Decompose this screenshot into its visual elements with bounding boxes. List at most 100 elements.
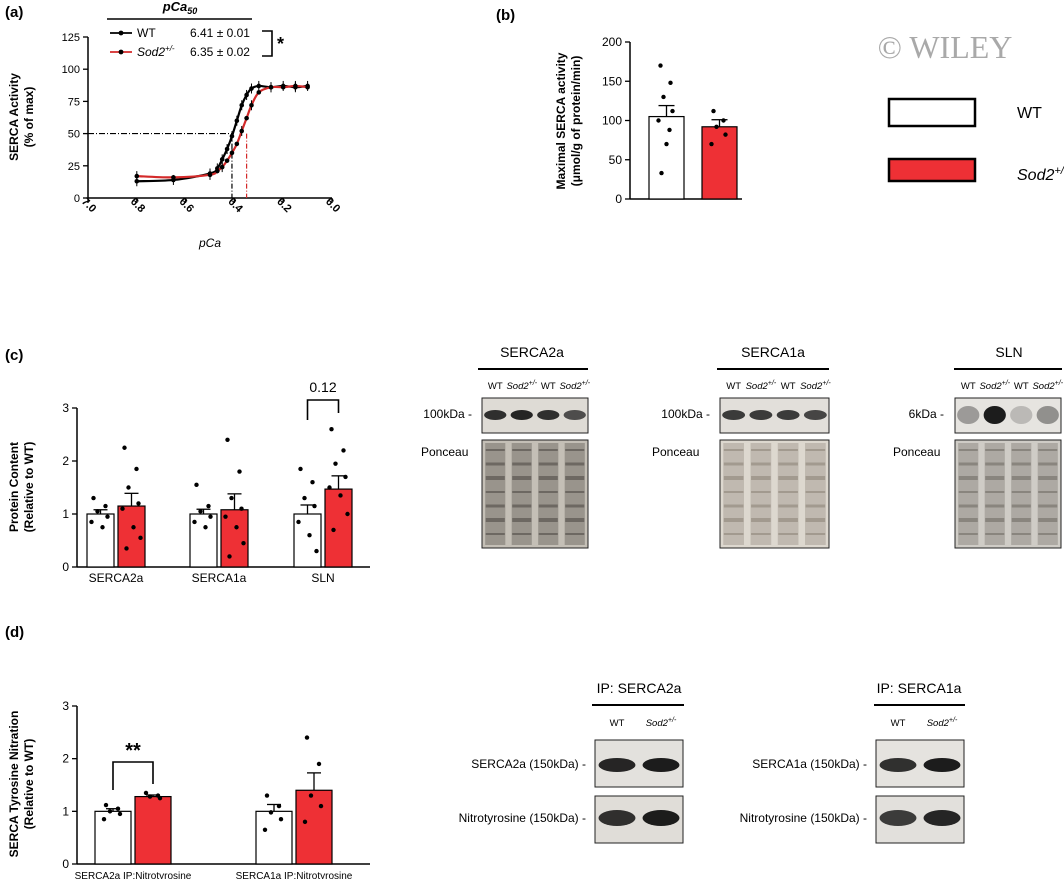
blot-ip-serca2a-bands: [598, 758, 680, 826]
blot-serca1a: SERCA1a WT Sod2+/- WT Sod2+/- 100kDa - Ponc…: [652, 344, 831, 549]
blot-ip-serca1a-bands: [879, 758, 961, 826]
d-data-point: [147, 794, 153, 799]
panel-a: SERCA Activity (% of max) pCa50 WT 6.41 …: [7, 0, 342, 250]
c-data-point: [227, 554, 232, 559]
c-data-point: [192, 519, 197, 525]
blot-band: [1010, 406, 1033, 424]
ponceau-lane: [958, 443, 979, 545]
blot-ip-serca2a-row1: SERCA2a (150kDa) -: [471, 757, 586, 771]
blot-serca1a-ponceau-lanes: [723, 443, 826, 545]
blot-serca1a-marker: 100kDa -: [661, 407, 710, 421]
blot-ip-serca1a-lanes: WT Sod2+/-: [891, 717, 958, 729]
pca50-header: pCa50: [162, 0, 198, 16]
lane-label: WT: [1014, 381, 1029, 392]
ponceau-lane: [1037, 443, 1058, 545]
d-data-point: [302, 819, 308, 825]
blot-band: [484, 410, 507, 420]
blot-band: [1036, 406, 1059, 424]
blot-serca2a-ponceau-lanes: [485, 443, 585, 545]
a-series-wt-point: [256, 83, 262, 89]
c-data-point: [331, 527, 336, 533]
c-data-point: [298, 466, 303, 472]
panel-b-y-label-line2: (μmol/g of protein/min): [569, 56, 583, 187]
lane-label: Sod2+/-: [646, 717, 677, 729]
blot-serca2a-lanes: WT Sod2+/- WT Sod2+/-: [488, 380, 591, 392]
blot-serca1a-title: SERCA1a: [741, 344, 805, 360]
legend-b-wt-label: WT: [1017, 105, 1042, 122]
b-data-point: [658, 63, 663, 68]
blot-ip-serca1a-row1: SERCA1a (150kDa) -: [752, 757, 867, 771]
a-x-axis-label: pCa: [198, 236, 221, 250]
a-y-tick-label: 75: [68, 96, 80, 108]
blot-sln-ponceau: [954, 439, 1062, 549]
panel-b-plot: 0 50 100 150 200: [602, 35, 742, 206]
c-data-point: [100, 525, 105, 530]
panel-b-label: (b): [496, 7, 515, 24]
d-bar-wt: [255, 810, 293, 865]
d-data-point: [276, 803, 282, 809]
d-data-point: [308, 793, 314, 798]
c-data-point: [329, 427, 334, 432]
c-data-point: [234, 525, 239, 530]
c-category-label: SERCA1a: [192, 571, 247, 585]
blot-band: [879, 810, 917, 826]
d-bar-sod2: [134, 795, 172, 865]
panel-d-plot: 0 1 2 3 SERCA2a IP:Nitrotyrosine SERCA1a IP:N…: [62, 699, 370, 882]
lane-label: Sod2+/-: [506, 380, 537, 392]
panel-c-y-label-line2: (Relative to WT): [22, 442, 36, 533]
lane-label: Sod2+/-: [800, 380, 831, 392]
blot-serca1a-bands: [722, 410, 827, 420]
c-data-point: [203, 525, 208, 530]
a-x-tick-label: 6.4: [225, 196, 245, 216]
panel-d: SERCA Tyrosine Nitration (Relative to WT…: [7, 699, 370, 882]
b-data-point: [721, 118, 726, 123]
a-series-sod2-point: [244, 115, 249, 121]
legend-b-sod2-label: Sod2+/-: [1017, 165, 1064, 184]
a-series-sod2-point: [134, 173, 140, 179]
blot-band: [598, 810, 636, 826]
c-data-point: [241, 540, 246, 546]
c-category-label: SLN: [311, 571, 334, 585]
pca50-sig-bracket: [262, 30, 273, 57]
c-y-tick-label: 1: [62, 507, 69, 521]
b-data-point: [709, 141, 714, 147]
c-data-point: [327, 485, 332, 490]
d-data-point: [278, 817, 284, 822]
c-data-point: [122, 445, 127, 450]
a-series-sod2-point: [280, 84, 286, 90]
lane-label: WT: [891, 718, 906, 729]
lane-label: WT: [726, 381, 741, 392]
ponceau-lane: [984, 443, 1005, 545]
a-series-wt-point: [234, 118, 240, 124]
c-sig-label: 0.12: [309, 379, 336, 395]
blot-band: [923, 758, 961, 772]
blot-band: [983, 406, 1006, 424]
c-data-point: [138, 535, 143, 541]
c-data-point: [120, 506, 125, 511]
b-data-point: [659, 170, 664, 176]
ponceau-lane: [777, 443, 799, 545]
d-data-point: [143, 790, 149, 796]
a-series-sod2-point: [207, 172, 213, 178]
panel-d-y-label-line1: SERCA Tyrosine Nitration: [7, 711, 21, 858]
blot-band: [803, 410, 827, 420]
legend-sod2-value: 6.35 ± 0.02: [190, 45, 250, 59]
d-sig-bracket: [112, 761, 154, 790]
a-series-wt-point: [229, 133, 235, 139]
c-data-point: [136, 501, 141, 506]
blot-ip-serca2a: IP: SERCA2a WT Sod2+/- SERCA2a (150kDa) -…: [459, 680, 684, 844]
a-series-wt-point: [219, 157, 225, 162]
c-data-point: [338, 493, 343, 498]
c-data-point: [296, 519, 301, 525]
c-data-point: [105, 514, 110, 519]
ponceau-lane: [511, 443, 532, 545]
c-data-point: [345, 511, 350, 517]
blot-serca2a: SERCA2a WT Sod2+/- WT Sod2+/- 100kDa - Ponc…: [421, 344, 591, 549]
legend-b-sod2-swatch: [887, 157, 977, 183]
legend-wt-value: 6.41 ± 0.01: [190, 26, 250, 40]
d-sig-label: **: [125, 740, 141, 762]
blot-serca2a-ponceau: [481, 439, 589, 549]
a-series-wt-point: [134, 178, 140, 184]
